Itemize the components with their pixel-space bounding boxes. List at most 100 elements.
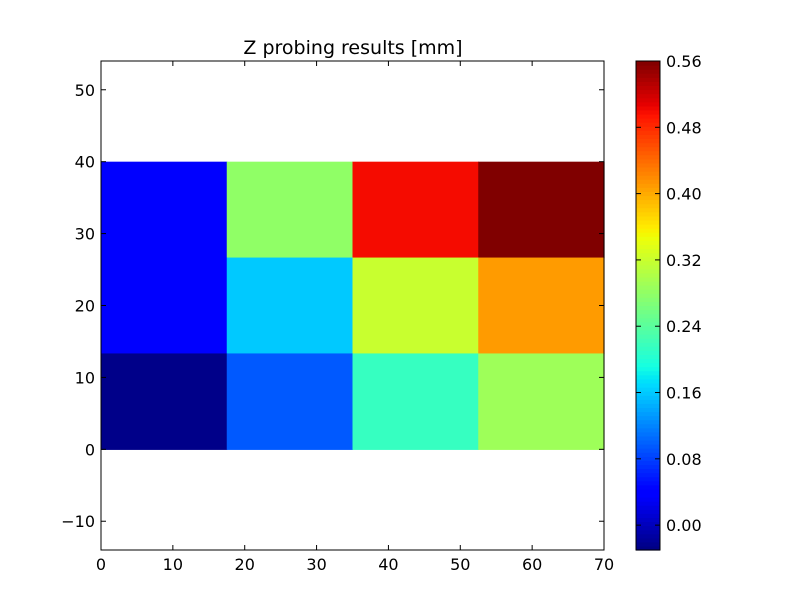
colorbar-segment — [636, 472, 660, 478]
colorbar-segment — [636, 460, 660, 466]
heatmap-cell-r0-c1 — [226, 161, 354, 259]
heatmap-cell-r1-c3 — [478, 257, 605, 355]
colorbar-segment — [636, 256, 660, 262]
y-axis: −10 0 10 20 30 40 50 — [61, 81, 604, 531]
colorbar-segment — [636, 399, 660, 404]
colorbar-segment — [636, 219, 660, 225]
colorbar-tick-label: 0.08 — [666, 450, 702, 469]
colorbar-segment — [636, 228, 660, 233]
heatmap-cell-r2-c0 — [101, 353, 228, 450]
colorbar-segment — [636, 297, 660, 303]
colorbar-segment — [636, 497, 660, 502]
colorbar-segment — [636, 211, 660, 217]
colorbar-segment — [636, 240, 660, 245]
colorbar-segment — [636, 183, 660, 188]
colorbar-segment — [636, 195, 660, 201]
colorbar-segment — [636, 113, 660, 119]
colorbar-frame — [635, 60, 661, 551]
colorbar-segment — [636, 545, 660, 551]
colorbar-segment — [636, 150, 660, 156]
colorbar-segment — [636, 439, 660, 445]
colorbar-segment — [636, 431, 660, 437]
x-tick-label: 10 — [163, 555, 183, 574]
colorbar-segment — [636, 118, 660, 123]
colorbar-segment — [636, 215, 660, 221]
colorbar-segment — [636, 101, 660, 107]
colorbar-segment — [636, 109, 660, 115]
colorbar-segment — [636, 158, 660, 164]
colorbar-segment — [636, 207, 660, 213]
colorbar-segment — [636, 97, 660, 103]
colorbar-segment — [636, 423, 660, 429]
x-tick-label: 40 — [378, 555, 398, 574]
colorbar-segment — [636, 130, 660, 135]
colorbar-segment — [636, 162, 660, 168]
colorbar-segment — [636, 419, 660, 425]
colorbar-segment — [636, 509, 660, 514]
colorbar-segment — [636, 61, 660, 66]
colorbar-segment — [636, 293, 660, 298]
colorbar-segment — [636, 366, 660, 372]
colorbar-segment — [636, 89, 660, 95]
colorbar-segment — [636, 276, 660, 282]
colorbar-segment — [636, 427, 660, 433]
colorbar-segment — [636, 448, 660, 453]
y-tick-label: 20 — [75, 297, 95, 316]
colorbar-segment — [636, 126, 660, 131]
colorbar-segment — [636, 199, 660, 205]
colorbar-segment — [636, 362, 660, 368]
colorbar-segment — [636, 370, 660, 376]
colorbar-segment — [636, 350, 660, 355]
x-tick-label: 20 — [235, 555, 255, 574]
heatmap-cell-r2-c1 — [226, 353, 354, 450]
colorbar-segment — [636, 342, 660, 347]
colorbar-segment — [636, 492, 660, 498]
colorbar-segment — [636, 142, 660, 148]
colorbar-tick-label: 0.40 — [666, 185, 702, 204]
y-tick-label: 30 — [75, 225, 95, 244]
colorbar-segment — [636, 252, 660, 258]
colorbar-segment — [636, 69, 660, 74]
colorbar-segment — [636, 378, 660, 384]
colorbar-tick-label: 0.24 — [666, 317, 702, 336]
colorbar-segment — [636, 358, 660, 364]
colorbar-segment — [636, 122, 660, 127]
y-tick-label: 0 — [85, 440, 95, 459]
chart-title: Z probing results [mm] — [243, 37, 462, 59]
colorbar-segment — [636, 105, 660, 111]
colorbar-segment — [636, 521, 660, 527]
colorbar-segment — [636, 415, 660, 421]
heatmap-cell-r0-c0 — [101, 161, 228, 259]
colorbar-tick-label: 0.32 — [666, 251, 702, 270]
colorbar-segment — [636, 444, 660, 449]
colorbar-tick-label: 0.48 — [666, 118, 702, 137]
colorbar-segment — [636, 272, 660, 278]
colorbar-segment — [636, 203, 660, 209]
colorbar-segment — [636, 154, 660, 160]
colorbar-segment — [636, 85, 660, 91]
colorbar-segment — [636, 529, 660, 535]
colorbar-segment — [636, 537, 660, 543]
colorbar-segment — [636, 484, 660, 490]
colorbar-segment — [636, 338, 660, 343]
colorbar-segment — [636, 411, 660, 417]
colorbar-segment — [636, 501, 660, 506]
colorbar-segment — [636, 187, 660, 192]
heatmap-cells — [101, 161, 605, 450]
colorbar-segment — [636, 301, 660, 307]
x-tick-label: 70 — [594, 555, 614, 574]
heatmap-cell-r2-c3 — [478, 353, 605, 450]
x-axis: 0 10 20 30 40 50 60 70 — [96, 61, 614, 574]
x-tick-label: 0 — [96, 555, 106, 574]
colorbar-segment — [636, 325, 660, 331]
colorbar-segment — [636, 452, 660, 457]
heatmap-cell-r1-c0 — [101, 257, 228, 355]
heatmap-cell-r0-c2 — [352, 161, 479, 259]
colorbar-segment — [636, 309, 660, 315]
colorbar-segment — [636, 480, 660, 486]
colorbar-segment — [636, 435, 660, 441]
y-tick-label: −10 — [61, 512, 95, 531]
colorbar-segment — [636, 248, 660, 254]
